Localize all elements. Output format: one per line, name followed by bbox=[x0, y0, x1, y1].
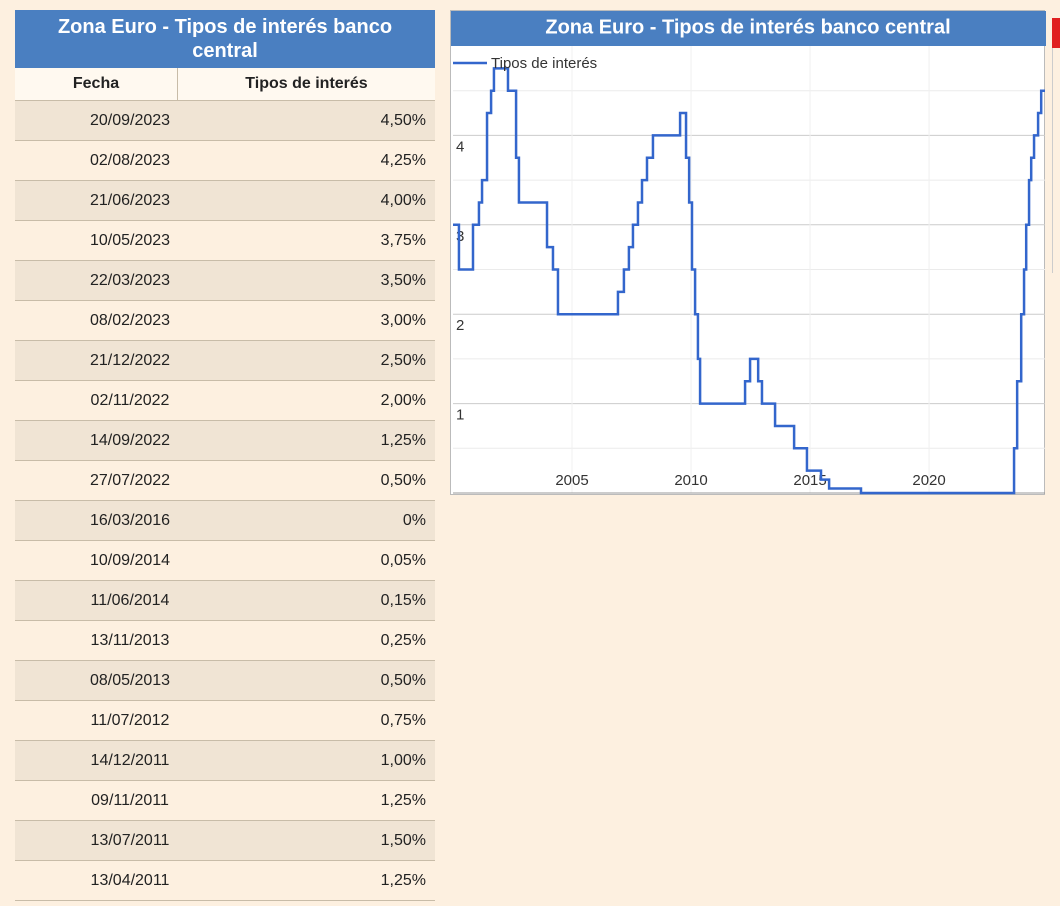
rate-cell: 2,50% bbox=[380, 351, 426, 369]
date-cell: 16/03/2016 bbox=[89, 511, 171, 529]
rate-cell: 1,25% bbox=[380, 431, 426, 449]
table-row: 14/12/2011 1,00% bbox=[15, 741, 435, 781]
rate-line bbox=[453, 67, 1045, 495]
y-tick-label: 1 bbox=[456, 407, 464, 424]
table-row: 09/11/2011 1,25% bbox=[15, 781, 435, 821]
rate-cell: 1,00% bbox=[380, 751, 426, 769]
chart: Zona Euro - Tipos de interés banco centr… bbox=[451, 11, 1046, 495]
chart-title-bar bbox=[451, 11, 1046, 46]
table-row: 08/05/2013 0,50% bbox=[15, 661, 435, 701]
date-cell: 11/07/2012 bbox=[90, 711, 170, 729]
table-row: 16/03/2016 0% bbox=[15, 501, 435, 541]
rate-cell: 1,25% bbox=[380, 871, 426, 889]
date-cell: 20/09/2023 bbox=[89, 111, 171, 129]
date-cell: 02/08/2023 bbox=[89, 151, 171, 169]
table-row: 22/03/2023 3,50% bbox=[15, 261, 435, 301]
rate-cell: 4,25% bbox=[380, 151, 426, 169]
side-marker bbox=[1052, 18, 1060, 48]
date-cell: 13/07/2011 bbox=[90, 831, 170, 849]
table-row: 10/09/2014 0,05% bbox=[15, 541, 435, 581]
rate-cell: 4,00% bbox=[380, 191, 426, 209]
date-cell: 14/12/2011 bbox=[90, 751, 170, 769]
date-cell: 13/04/2011 bbox=[90, 871, 170, 889]
date-cell: 08/02/2023 bbox=[89, 311, 171, 329]
rate-cell: 0,50% bbox=[380, 671, 426, 689]
date-cell: 13/11/2013 bbox=[90, 631, 170, 649]
rates-table: Zona Euro - Tipos de interés banco centr… bbox=[15, 10, 435, 901]
header-cell: Fecha bbox=[15, 68, 178, 100]
date-cell: 10/09/2014 bbox=[89, 551, 171, 569]
side-border bbox=[1052, 48, 1053, 273]
date-cell: 11/06/2014 bbox=[90, 591, 170, 609]
table-row: 21/12/2022 2,50% bbox=[15, 341, 435, 381]
table-row: 10/05/2023 3,75% bbox=[15, 221, 435, 261]
rate-cell: 0,25% bbox=[380, 631, 426, 649]
rate-cell: 3,50% bbox=[380, 271, 426, 289]
table-row: 11/06/2014 0,15% bbox=[15, 581, 435, 621]
date-cell: 27/07/2022 bbox=[89, 471, 171, 489]
x-tick-label: 2005 bbox=[555, 472, 588, 489]
table-row: 21/06/2023 4,00% bbox=[15, 181, 435, 221]
table-row: 08/02/2023 3,00% bbox=[15, 301, 435, 341]
rate-cell: 2,00% bbox=[380, 391, 426, 409]
table-row: 13/07/2011 1,50% bbox=[15, 821, 435, 861]
y-tick-label: 2 bbox=[456, 317, 464, 334]
date-cell: 14/09/2022 bbox=[89, 431, 171, 449]
date-cell: 09/11/2011 bbox=[91, 791, 169, 809]
table-row: 11/07/2012 0,75% bbox=[15, 701, 435, 741]
date-cell: 10/05/2023 bbox=[89, 231, 171, 249]
rate-cell: 0,50% bbox=[380, 471, 426, 489]
header-cell: Tipos de interés bbox=[245, 75, 368, 92]
table-header: Fecha Tipos de interés bbox=[15, 68, 435, 101]
x-tick-label: 2020 bbox=[912, 472, 945, 489]
legend-label: Tipos de interés bbox=[491, 55, 597, 72]
y-tick-label: 4 bbox=[456, 138, 464, 155]
rate-cell: 0,05% bbox=[380, 551, 426, 569]
table-title: Zona Euro - Tipos de interés banco centr… bbox=[15, 10, 435, 68]
date-cell: 21/06/2023 bbox=[89, 191, 171, 209]
rate-cell: 4,50% bbox=[380, 111, 426, 129]
date-cell: 02/11/2022 bbox=[90, 391, 170, 409]
x-tick-label: 2010 bbox=[674, 472, 707, 489]
rate-cell: 0% bbox=[402, 511, 426, 529]
rate-cell: 3,00% bbox=[380, 311, 426, 329]
date-cell: 08/05/2013 bbox=[89, 671, 171, 689]
table-row: 02/11/2022 2,00% bbox=[15, 381, 435, 421]
table-body: 20/09/2023 4,50% 02/08/2023 4,25% 21/06/2023… bbox=[15, 101, 435, 901]
chart-panel: Zona Euro - Tipos de interés banco centr… bbox=[450, 10, 1046, 495]
rate-cell: 1,25% bbox=[380, 791, 426, 809]
chart-title: Zona Euro - Tipos de interés banco centr… bbox=[545, 16, 950, 38]
x-tick-label: 2015 bbox=[793, 472, 826, 489]
rate-cell: 0,75% bbox=[380, 711, 426, 729]
rate-cell: 1,50% bbox=[380, 831, 426, 849]
rate-cell: 3,75% bbox=[380, 231, 426, 249]
date-cell: 21/12/2022 bbox=[89, 351, 171, 369]
table-row: 13/11/2013 0,25% bbox=[15, 621, 435, 661]
table-row: 14/09/2022 1,25% bbox=[15, 421, 435, 461]
date-cell: 22/03/2023 bbox=[89, 271, 171, 289]
table-row: 27/07/2022 0,50% bbox=[15, 461, 435, 501]
table-row: 02/08/2023 4,25% bbox=[15, 141, 435, 181]
table-row: 20/09/2023 4,50% bbox=[15, 101, 435, 141]
rate-cell: 0,15% bbox=[380, 591, 426, 609]
table-row: 13/04/2011 1,25% bbox=[15, 861, 435, 901]
